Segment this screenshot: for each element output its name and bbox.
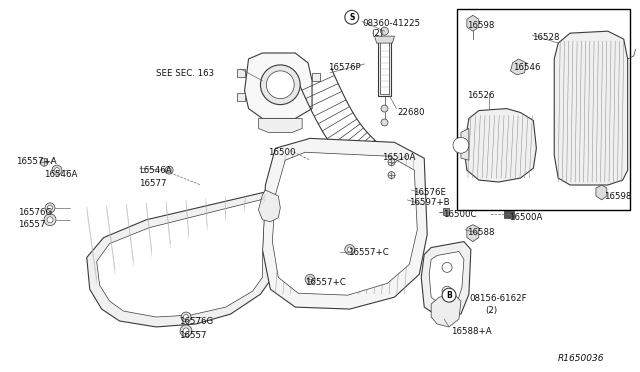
Text: 16557+C: 16557+C <box>348 247 388 257</box>
Circle shape <box>381 27 388 35</box>
Text: 16597+B: 16597+B <box>410 198 450 207</box>
Text: B: B <box>446 291 452 300</box>
Circle shape <box>181 312 191 322</box>
Circle shape <box>388 171 395 179</box>
Circle shape <box>180 325 192 337</box>
Polygon shape <box>511 59 527 75</box>
Circle shape <box>165 166 173 174</box>
Circle shape <box>47 217 53 223</box>
Text: 16500C: 16500C <box>443 210 477 219</box>
Polygon shape <box>262 138 427 309</box>
Polygon shape <box>374 36 394 43</box>
Polygon shape <box>87 185 273 327</box>
Circle shape <box>167 168 171 172</box>
Polygon shape <box>504 210 513 218</box>
Circle shape <box>381 119 388 126</box>
Circle shape <box>45 203 55 213</box>
Text: 16588+A: 16588+A <box>451 327 492 336</box>
Polygon shape <box>596 185 607 200</box>
Circle shape <box>442 286 452 296</box>
Circle shape <box>260 65 300 105</box>
Circle shape <box>442 288 456 302</box>
Text: 16500A: 16500A <box>509 213 542 222</box>
Polygon shape <box>237 69 244 77</box>
Circle shape <box>44 214 56 226</box>
Circle shape <box>40 158 48 166</box>
Polygon shape <box>429 251 464 305</box>
Polygon shape <box>431 294 461 327</box>
Text: SEE SEC. 163: SEE SEC. 163 <box>156 69 214 78</box>
Text: S: S <box>349 13 355 22</box>
Polygon shape <box>467 15 479 31</box>
Polygon shape <box>380 41 390 94</box>
Text: 16576G: 16576G <box>19 208 52 217</box>
Circle shape <box>442 262 452 272</box>
Circle shape <box>388 159 395 166</box>
Circle shape <box>305 274 315 284</box>
Text: 16526: 16526 <box>467 91 494 100</box>
Polygon shape <box>461 128 469 160</box>
Polygon shape <box>237 93 244 101</box>
Text: L6546A: L6546A <box>140 166 172 175</box>
Circle shape <box>54 168 60 173</box>
Text: 16500: 16500 <box>268 148 296 157</box>
Circle shape <box>348 247 352 252</box>
Text: 16577: 16577 <box>140 179 167 188</box>
Text: 22680: 22680 <box>397 108 425 116</box>
Text: 16510A: 16510A <box>381 153 415 162</box>
Text: 16557+A: 16557+A <box>16 157 57 166</box>
Polygon shape <box>312 73 320 81</box>
Text: 16528: 16528 <box>532 33 560 42</box>
Text: 16576G: 16576G <box>179 317 213 326</box>
Polygon shape <box>443 208 449 215</box>
Polygon shape <box>464 109 536 182</box>
Text: 16557: 16557 <box>179 331 207 340</box>
Text: (2): (2) <box>484 306 497 315</box>
Text: 08360-41225: 08360-41225 <box>363 19 421 28</box>
Text: 16588: 16588 <box>467 228 494 237</box>
Polygon shape <box>378 39 392 96</box>
Polygon shape <box>554 31 628 185</box>
Polygon shape <box>467 225 479 241</box>
Polygon shape <box>421 241 471 317</box>
Polygon shape <box>273 152 417 295</box>
Polygon shape <box>604 186 616 202</box>
Circle shape <box>345 10 358 24</box>
Circle shape <box>308 277 312 282</box>
Bar <box>457 9 630 210</box>
Text: 16546A: 16546A <box>44 170 77 179</box>
Circle shape <box>266 71 294 99</box>
Text: 08156-6162F: 08156-6162F <box>469 294 527 303</box>
Text: 16557: 16557 <box>19 220 46 229</box>
Polygon shape <box>97 195 266 317</box>
Circle shape <box>453 137 469 153</box>
Circle shape <box>381 105 388 112</box>
Text: 16598: 16598 <box>604 192 631 201</box>
Circle shape <box>52 165 62 175</box>
Circle shape <box>184 315 189 320</box>
Text: 16576P: 16576P <box>328 63 360 72</box>
Text: (2): (2) <box>372 29 384 38</box>
Circle shape <box>345 244 355 254</box>
Text: 16557+C: 16557+C <box>305 278 346 287</box>
Text: 16576E: 16576E <box>413 188 446 197</box>
Circle shape <box>47 205 52 210</box>
Text: 16546: 16546 <box>513 63 540 72</box>
Text: 16598: 16598 <box>467 21 494 30</box>
Text: R1650036: R1650036 <box>558 354 605 363</box>
Polygon shape <box>244 53 312 119</box>
Polygon shape <box>259 119 302 132</box>
Circle shape <box>183 328 189 334</box>
Polygon shape <box>259 190 280 222</box>
